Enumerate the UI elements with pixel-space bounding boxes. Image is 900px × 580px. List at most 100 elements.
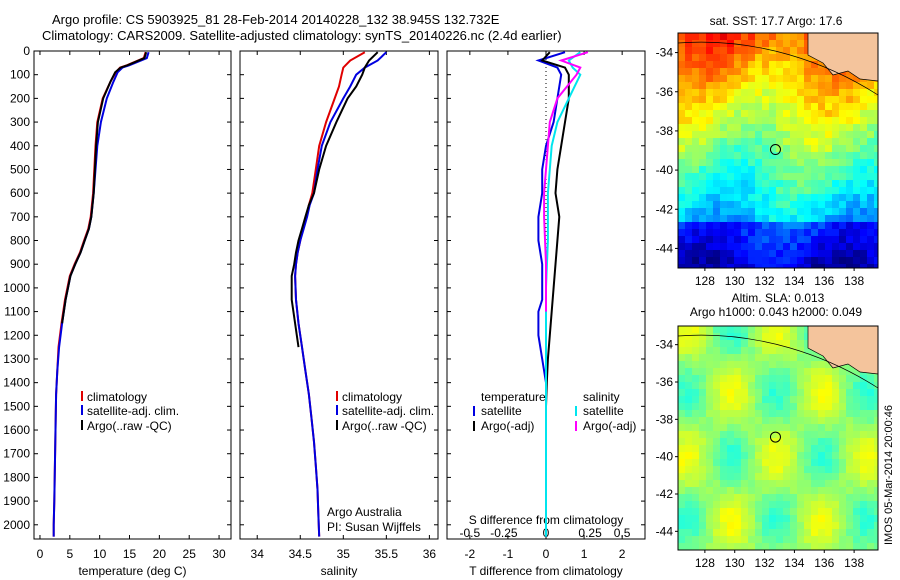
map-ytick-label: -36	[656, 85, 674, 99]
top-xtick-label: -0.25	[490, 526, 518, 540]
map-ytick-label: -34	[656, 46, 674, 60]
ytick-label: 500	[10, 162, 30, 176]
map-ytick-label: -38	[656, 412, 674, 426]
sla-title: Argo h1000: 0.043 h2000: 0.049	[690, 305, 862, 319]
legend-group-title: temperature	[481, 390, 546, 404]
ytick-label: 400	[10, 139, 30, 153]
top-xtick-label: 0.25	[578, 526, 602, 540]
map-xtick-label: 134	[784, 274, 804, 288]
series-temperature-satellite	[535, 51, 566, 537]
map-ytick-label: -40	[656, 163, 674, 177]
xtick-label: 10	[93, 547, 107, 561]
diff-xlabel: T difference from climatology	[469, 564, 623, 578]
map-xtick-label: 134	[784, 556, 804, 570]
xtick-label: 5	[66, 547, 73, 561]
ytick-label: 1200	[3, 328, 30, 342]
map-xtick-label: 130	[725, 556, 745, 570]
map-ytick-label: -36	[656, 375, 674, 389]
series-temperature-argo-adj-	[540, 51, 570, 407]
sla-land	[807, 326, 878, 375]
sst-frame	[677, 32, 879, 269]
top-xtick-label: -0.5	[460, 526, 481, 540]
xtick-label: 36	[423, 547, 437, 561]
map-xtick-label: 132	[755, 556, 775, 570]
sst-title: sat. SST: 17.7 Argo: 17.6	[710, 14, 843, 28]
ytick-label: 200	[10, 91, 30, 105]
ytick-label: 300	[10, 115, 30, 129]
ytick-label: 1100	[4, 305, 30, 319]
map-ytick-label: -44	[656, 241, 674, 255]
figure-title: Argo profile: CS 5903925_81 28-Feb-2014 …	[52, 12, 500, 27]
legend-entry: satellite	[481, 404, 522, 418]
legend-entry: Argo(..raw -QC)	[87, 419, 172, 433]
sst-argo-marker	[769, 144, 781, 156]
series-salinity-argo-adj-	[543, 51, 589, 312]
legend-entry: climatology	[342, 390, 402, 404]
sal-xlabel: salinity	[321, 564, 358, 578]
legend-entry: satellite-adj. clim.	[342, 404, 434, 418]
sla-field	[678, 326, 878, 550]
ytick-label: 900	[10, 257, 30, 271]
legend-entry: satellite	[583, 404, 624, 418]
side-timestamp: IMOS 05-Mar-2014 20:00:46	[883, 405, 895, 545]
ytick-label: 600	[10, 186, 30, 200]
ytick-label: 0	[23, 44, 30, 58]
xtick-label: -2	[465, 547, 476, 561]
legend-entry: Argo(-adj)	[481, 419, 534, 433]
series-salinity-satellite	[545, 51, 582, 537]
series-satellite-adj-clim-	[52, 51, 150, 537]
map-ytick-label: -42	[656, 487, 674, 501]
sla-title: Altim. SLA: 0.013	[732, 291, 825, 305]
sla-frame	[677, 325, 879, 551]
series-argo-raw-qc-	[61, 51, 148, 324]
annotation-line: PI: Susan Wijffels	[327, 520, 421, 534]
xtick-label: 35	[337, 547, 351, 561]
ytick-label: 1400	[3, 376, 30, 390]
xtick-label: 34.5	[289, 547, 313, 561]
ytick-label: 1300	[3, 352, 30, 366]
map-xtick-label: 130	[725, 274, 745, 288]
xtick-label: 30	[212, 547, 226, 561]
ytick-label: 2000	[3, 518, 30, 532]
xtick-label: 0	[37, 547, 44, 561]
map-xtick-label: 136	[814, 274, 834, 288]
legend-entry: satellite-adj. clim.	[87, 404, 179, 418]
figure-subtitle: Climatology: CARS2009. Satellite-adjuste…	[42, 28, 562, 43]
ytick-label: 100	[10, 68, 30, 82]
sal-panel: 34 34.5 35 35.5 36 salinity climatologysatelli…	[239, 50, 439, 578]
ytick-label: 1800	[3, 470, 30, 484]
map-xtick-label: 132	[755, 274, 775, 288]
xtick-label: 20	[153, 547, 167, 561]
xtick-label: 25	[183, 547, 197, 561]
sst-isobath	[678, 41, 878, 96]
map-ytick-label: -44	[656, 524, 674, 538]
xtick-label: -1	[503, 547, 514, 561]
map-xtick-label: 138	[844, 274, 864, 288]
ytick-label: 700	[10, 210, 30, 224]
sla-map: -34 -36 -38 -40 -42 -44 128 130 132 134 136 138 Alti…	[656, 291, 879, 570]
sst-field	[678, 33, 878, 268]
series-satellite-adj-clim-	[294, 51, 387, 537]
map-xtick-label: 128	[695, 556, 715, 570]
ytick-label: 1500	[3, 399, 30, 413]
temp-xlabel: temperature (deg C)	[78, 564, 186, 578]
legend-group-title: salinity	[583, 390, 620, 404]
sla-argo-marker	[769, 431, 781, 443]
sla-isobath	[678, 334, 878, 389]
temp-frame	[33, 50, 232, 540]
sst-land	[807, 33, 878, 82]
xtick-label: 1	[581, 547, 588, 561]
annotation-line: Argo Australia	[327, 505, 402, 519]
ytick-label: 1000	[3, 281, 30, 295]
series-argo-raw-qc-	[290, 51, 379, 348]
ytick-label: 800	[10, 234, 30, 248]
xtick-label: 2	[619, 547, 626, 561]
top-xtick-label: 0.5	[614, 526, 631, 540]
xtick-label: 0	[543, 547, 550, 561]
map-xtick-label: 138	[844, 556, 864, 570]
map-xtick-label: 128	[695, 274, 715, 288]
xtick-label: 35.5	[375, 547, 399, 561]
ytick-label: 1600	[3, 423, 30, 437]
